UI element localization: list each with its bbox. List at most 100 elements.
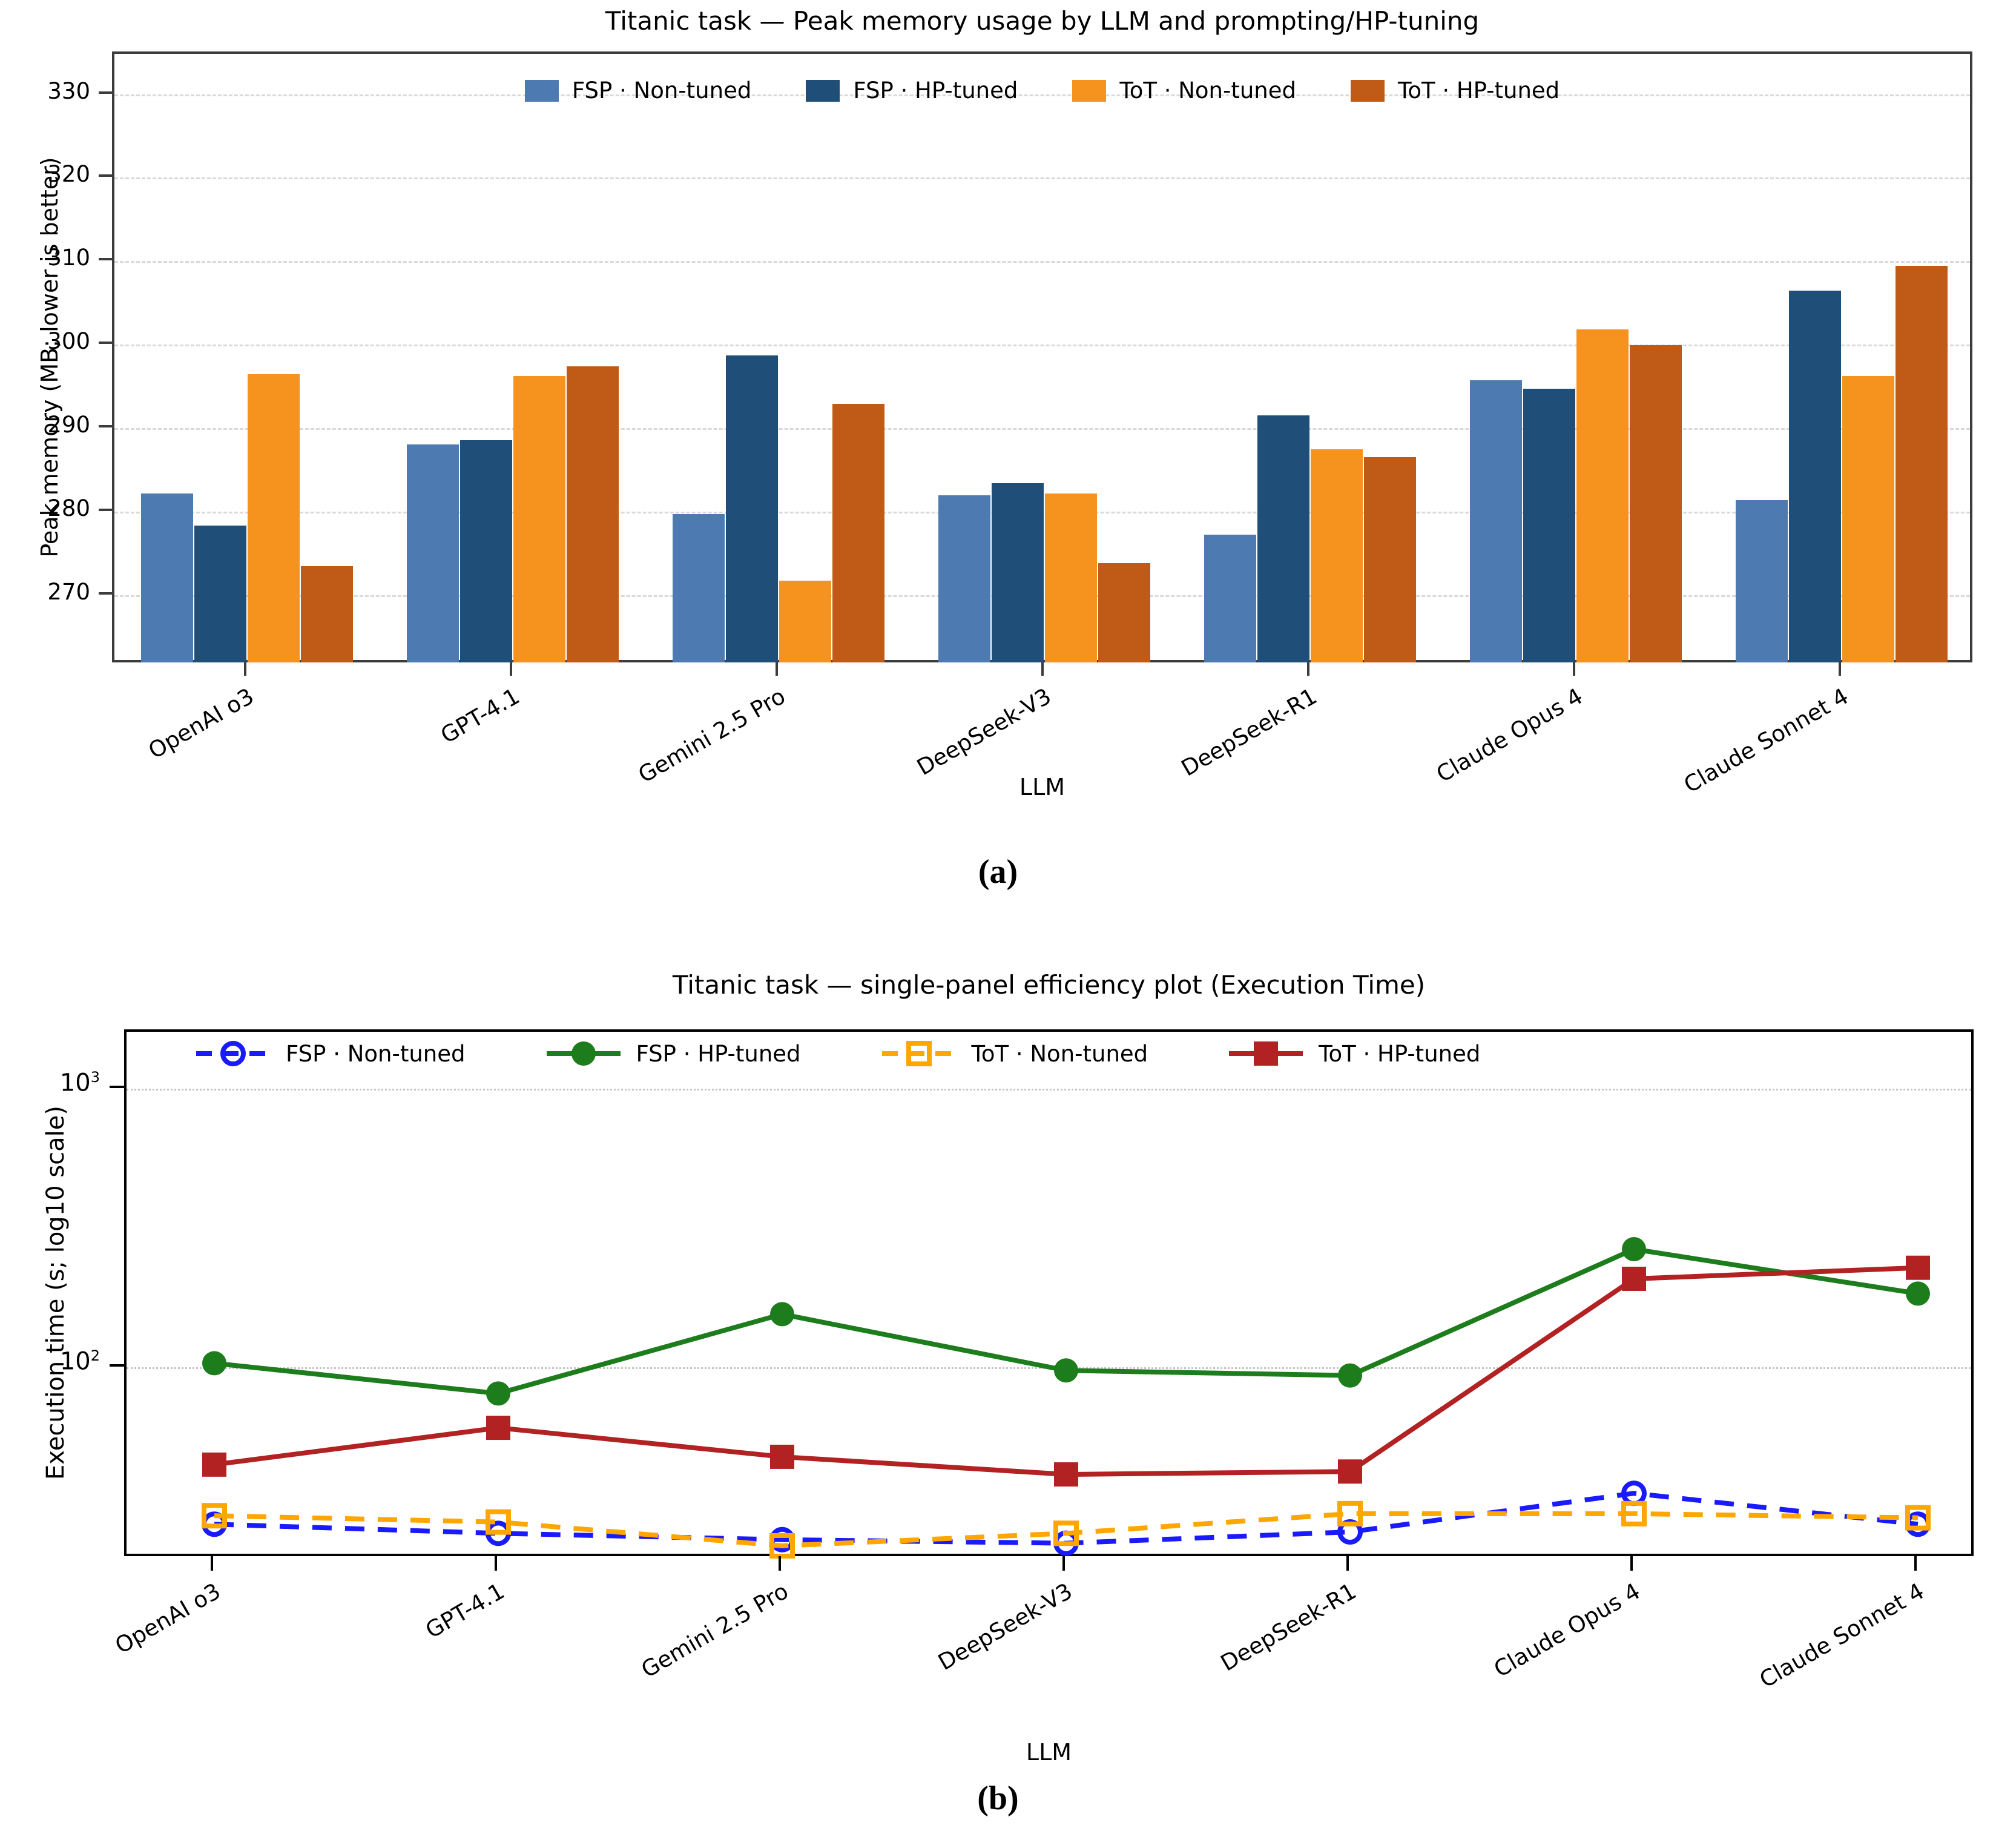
caption-b: (b) (977, 1780, 1019, 1817)
x-tick-label-text: DeepSeek-V3 (912, 683, 1055, 781)
legend-item: FSP · Non-tuned (194, 1039, 466, 1068)
legend-marker-square-filled (1254, 1041, 1279, 1066)
bar-fsp-non-tuned (1204, 534, 1256, 662)
legend-marker-circle-filled (571, 1041, 596, 1066)
panel-b-y-axis-label: Execution time (s; log10 scale) (42, 1106, 70, 1480)
x-tick-mark (1306, 662, 1309, 676)
panel-a-title: Titanic task — Peak memory usage by LLM … (605, 6, 1480, 36)
x-tick-mark (775, 662, 778, 676)
data-point-marker-square-filled (486, 1416, 510, 1440)
bar-fsp-non-tuned (406, 444, 459, 662)
bar-tot-non-tuned (1576, 329, 1629, 662)
panel-a-x-axis-label: LLM (1019, 774, 1066, 800)
legend-label: ToT · HP-tuned (1319, 1040, 1481, 1067)
bar-tot-hp-tuned (832, 403, 884, 662)
y-tick-label: 300 (47, 328, 90, 355)
data-point-marker-circle-filled (770, 1302, 794, 1327)
legend-label: FSP · HP-tuned (853, 78, 1018, 104)
y-tick-mark (99, 592, 112, 595)
bar-fsp-hp-tuned (991, 483, 1044, 662)
legend-marker-square-open (906, 1041, 932, 1066)
x-tick-mark (1914, 1556, 1917, 1571)
x-tick-label-text: DeepSeek-R1 (1216, 1578, 1361, 1677)
panel-a-legend: FSP · Non-tuned FSP · HP-tuned ToT · Non-t… (112, 78, 1972, 104)
x-tick-mark (509, 662, 512, 676)
bar-tot-non-tuned (1310, 449, 1363, 662)
x-tick-label-text: DeepSeek-V3 (934, 1578, 1077, 1676)
bar-tot-non-tuned (247, 374, 300, 662)
y-tick-label: 290 (47, 411, 90, 438)
bar-fsp-non-tuned (672, 513, 725, 662)
legend-item: FSP · HP-tuned (806, 78, 1018, 104)
y-tick-label: 320 (47, 161, 90, 188)
x-tick-label-text: Claude Sonnet 4 (1755, 1578, 1929, 1694)
bar-tot-non-tuned (513, 376, 565, 662)
y-tick-mark (99, 258, 112, 261)
x-tick-mark (243, 662, 246, 676)
data-point-marker-square-open (1337, 1500, 1363, 1526)
x-tick-mark (1838, 662, 1841, 676)
x-tick-label-text: GPT-4.1 (436, 683, 524, 749)
bar-tot-hp-tuned (1098, 563, 1150, 662)
panel-b-title: Titanic task — single-panel efficiency p… (672, 970, 1426, 1000)
bar-tot-non-tuned (779, 580, 831, 662)
x-tick-mark (1041, 662, 1044, 676)
legend-item: FSP · HP-tuned (544, 1039, 801, 1068)
y-tick-mark (110, 1086, 124, 1089)
grid-line (114, 177, 1970, 180)
data-point-marker-square-open (1905, 1505, 1931, 1531)
grid-line (114, 345, 1970, 347)
legend-color-swatch (1351, 79, 1385, 102)
y-tick-mark (99, 342, 112, 345)
data-point-marker-circle-filled (486, 1381, 510, 1406)
legend-line-sample (1229, 1041, 1303, 1066)
panel-a-plot-area (112, 51, 1972, 662)
y-tick-label: 103 (59, 1069, 100, 1097)
x-tick-label-text: OpenAI o3 (110, 1578, 225, 1659)
y-tick-label: 102 (59, 1347, 100, 1376)
legend-label: ToT · HP-tuned (1398, 78, 1560, 104)
data-point-marker-square-filled (1622, 1266, 1646, 1291)
x-tick-mark (211, 1556, 213, 1571)
legend-item: ToT · HP-tuned (1227, 1039, 1480, 1068)
legend-label: ToT · Non-tuned (1119, 78, 1296, 104)
data-line-tot-non-tuned (214, 1511, 1919, 1548)
panel-b-x-axis-label: LLM (1026, 1739, 1072, 1766)
legend-item: ToT · Non-tuned (880, 1039, 1148, 1068)
bar-fsp-non-tuned (1469, 380, 1522, 662)
legend-label: FSP · Non-tuned (286, 1040, 466, 1067)
bar-tot-hp-tuned (1629, 345, 1682, 662)
legend-label: ToT · Non-tuned (971, 1040, 1148, 1067)
line-chart-svg (202, 1237, 1931, 1559)
grid-line (114, 427, 1970, 430)
legend-color-swatch (1072, 79, 1107, 102)
legend-label: FSP · Non-tuned (571, 78, 752, 104)
bar-fsp-hp-tuned (459, 440, 512, 662)
y-tick-label: 280 (47, 495, 90, 521)
y-tick-mark (99, 174, 112, 177)
x-tick-label-text: Claude Opus 4 (1489, 1578, 1645, 1683)
x-tick-mark (1346, 1556, 1349, 1571)
y-tick-mark (99, 91, 112, 94)
legend-line-sample (881, 1041, 956, 1066)
data-point-marker-square-filled (202, 1452, 226, 1477)
bar-tot-hp-tuned (1895, 266, 1948, 662)
bar-tot-non-tuned (1842, 376, 1894, 662)
data-point-marker-circle-filled (1338, 1363, 1362, 1388)
caption-a: (a) (978, 853, 1018, 891)
legend-line-sample (546, 1041, 621, 1066)
bar-tot-hp-tuned (1363, 457, 1416, 662)
x-tick-mark (1630, 1556, 1633, 1571)
bar-fsp-hp-tuned (194, 525, 246, 662)
grid-line (114, 261, 1970, 263)
data-point-marker-circle-filled (202, 1351, 226, 1376)
legend-line-sample (196, 1041, 270, 1066)
bar-tot-hp-tuned (300, 566, 353, 662)
x-tick-mark (1062, 1556, 1065, 1571)
x-tick-label-text: Gemini 2.5 Pro (636, 1578, 793, 1683)
bar-fsp-non-tuned (1735, 500, 1788, 662)
bar-tot-non-tuned (1044, 493, 1097, 662)
legend-color-swatch (524, 79, 559, 102)
bar-fsp-non-tuned (938, 495, 990, 662)
